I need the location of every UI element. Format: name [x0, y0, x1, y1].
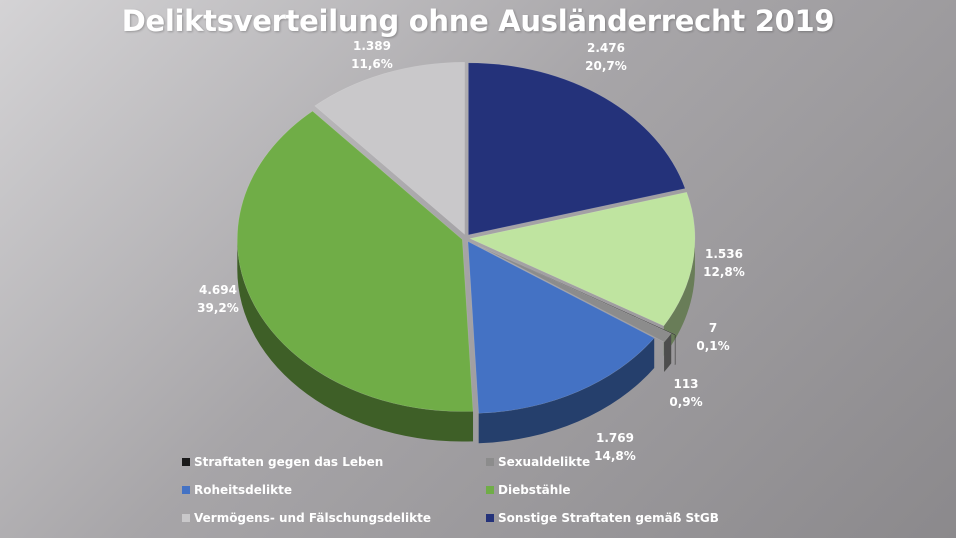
slice-value-label: 1.389 — [353, 39, 391, 53]
slice-percent-label: 39,2% — [197, 301, 239, 315]
pie-slice — [477, 245, 672, 343]
legend-label: Roheitsdelikte — [194, 483, 292, 497]
legend-swatch — [182, 458, 190, 466]
legend-swatch — [182, 486, 190, 494]
legend-label: Vermögens- und Fälschungsdelikte — [194, 511, 431, 525]
legend-swatch — [486, 458, 494, 466]
pie-slice-side — [663, 238, 695, 356]
legend-item: Sonstige Straftaten gemäß StGB — [486, 511, 719, 525]
pie-slice — [469, 191, 696, 327]
slice-percent-label: 12,8% — [703, 265, 745, 279]
legend-item: Straftaten gegen das Leben — [182, 455, 383, 469]
pie-slice-side — [664, 333, 672, 373]
pie-slice — [468, 62, 686, 236]
legend-swatch — [486, 514, 494, 522]
slice-value-label: 4.694 — [199, 283, 237, 297]
legend-swatch — [486, 486, 494, 494]
pie-slice — [481, 246, 676, 336]
legend-item: Diebstähle — [486, 483, 571, 497]
legend-label: Sonstige Straftaten gemäß StGB — [498, 511, 719, 525]
slice-value-label: 1.769 — [596, 431, 634, 445]
legend-label: Diebstähle — [498, 483, 571, 497]
slice-percent-label: 11,6% — [351, 57, 393, 71]
slice-percent-label: 0,1% — [696, 339, 729, 353]
pie-slice — [467, 240, 655, 414]
legend-item: Vermögens- und Fälschungsdelikte — [182, 511, 431, 525]
pie-slice — [314, 61, 465, 235]
chart-title: Deliktsverteilung ohne Ausländerrecht 20… — [121, 4, 835, 38]
slice-value-label: 1.536 — [705, 247, 743, 261]
legend-swatch — [182, 514, 190, 522]
slice-value-label: 7 — [709, 321, 717, 335]
slice-value-label: 113 — [673, 377, 698, 391]
legend-item: Sexualdelikte — [486, 455, 590, 469]
pie-slice-side — [237, 239, 474, 442]
legend-item: Roheitsdelikte — [182, 483, 292, 497]
slice-percent-label: 14,8% — [594, 449, 636, 463]
pie-slice-side — [478, 337, 655, 444]
slice-value-label: 2.476 — [587, 41, 625, 55]
slice-percent-label: 0,9% — [669, 395, 702, 409]
pie-slice — [237, 110, 474, 412]
legend-label: Straftaten gegen das Leben — [194, 455, 384, 469]
legend-label: Sexualdelikte — [498, 455, 591, 469]
slice-percent-label: 20,7% — [585, 59, 627, 73]
